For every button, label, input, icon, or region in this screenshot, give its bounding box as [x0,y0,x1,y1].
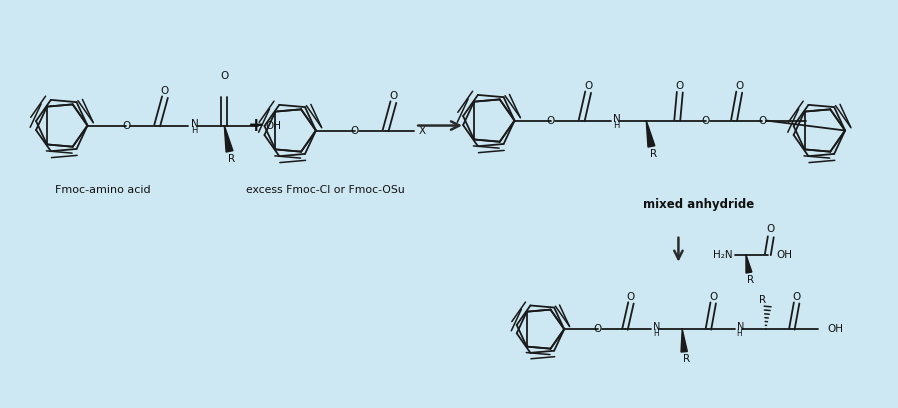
Text: O: O [793,292,801,302]
Text: O: O [122,120,130,131]
Polygon shape [224,126,233,152]
Text: O: O [701,115,709,126]
Text: mixed anhydride: mixed anhydride [643,199,754,211]
Text: O: O [767,224,775,234]
Text: N: N [191,119,199,129]
Text: R: R [759,295,766,304]
Text: +: + [248,116,265,135]
Text: H: H [613,121,620,130]
Text: N: N [653,322,661,332]
Text: R: R [650,149,657,160]
Text: OH: OH [266,120,282,131]
Text: O: O [547,115,555,126]
Text: H: H [653,328,659,337]
Text: R: R [228,154,235,164]
Text: N: N [736,322,744,332]
Polygon shape [681,329,687,352]
Text: H: H [736,328,743,337]
Text: O: O [709,292,718,302]
Text: O: O [594,324,602,334]
Text: O: O [675,81,684,91]
Text: O: O [389,91,398,101]
Text: H₂N: H₂N [713,250,733,259]
Text: O: O [627,292,635,302]
Text: OH: OH [777,250,793,259]
Text: R: R [747,275,754,286]
Text: O: O [220,71,228,81]
Text: O: O [584,81,593,91]
Text: N: N [613,113,621,124]
Text: H: H [191,126,198,135]
Text: OH: OH [827,324,843,334]
Text: O: O [350,126,359,135]
Polygon shape [746,255,752,273]
Text: X: X [419,126,427,135]
Text: O: O [161,86,169,96]
Text: O: O [735,81,744,91]
Text: excess Fmoc-Cl or Fmoc-OSu: excess Fmoc-Cl or Fmoc-OSu [246,185,405,195]
Text: Fmoc-amino acid: Fmoc-amino acid [55,185,150,195]
Text: R: R [682,354,690,364]
Polygon shape [647,121,655,147]
Text: O: O [758,115,767,126]
